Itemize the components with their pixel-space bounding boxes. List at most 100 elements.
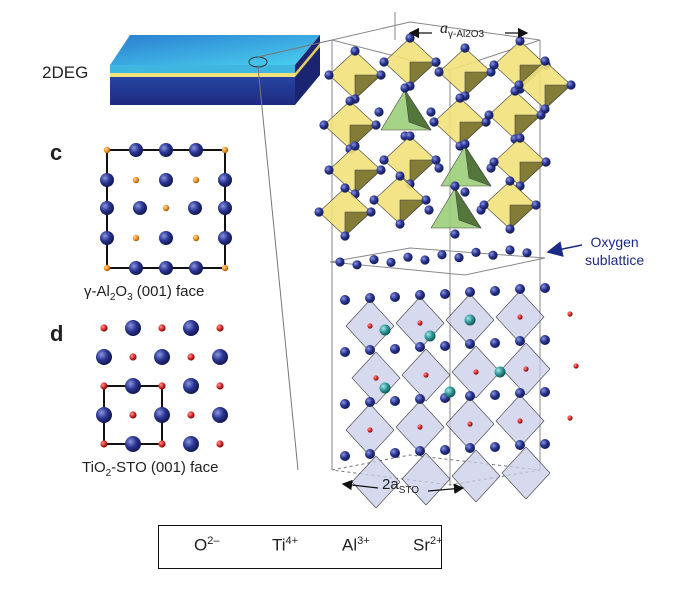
oxygen-ion	[100, 173, 114, 187]
bottom-dimension-arrow	[341, 479, 465, 494]
legend-titanium-label: Ti4+	[272, 535, 299, 555]
oxygen-ion	[96, 349, 112, 365]
ti-ion	[187, 411, 195, 419]
oxygen-ion	[390, 292, 400, 302]
oxygen-ion	[335, 257, 345, 267]
oxygen-sublattice-label: Oxygen sublattice	[585, 234, 645, 268]
ti-ion	[417, 320, 423, 326]
panel-d-lattice	[96, 320, 228, 452]
oxygen-ion	[540, 56, 550, 66]
oxygen-ion	[340, 183, 350, 193]
oxygen-ion	[159, 261, 173, 275]
oxygen-ion	[188, 201, 202, 215]
oxygen-ion	[540, 335, 550, 345]
oxygen-ion	[460, 43, 470, 53]
ti-ion	[367, 323, 373, 329]
al-octahedron-shade	[354, 169, 382, 195]
oxygen-ion	[465, 443, 475, 453]
sr-ion	[444, 386, 456, 398]
oxygen-ion	[540, 283, 550, 293]
sr-ion	[464, 314, 476, 326]
oxygen-ion	[340, 231, 350, 241]
oxygen-ion	[522, 248, 532, 258]
oxygen-ion	[365, 345, 375, 355]
oxygen-ion	[505, 224, 515, 234]
oxygen-ion	[125, 320, 141, 336]
oxygen-ion	[400, 83, 410, 93]
2deg-label: 2DEG	[42, 63, 89, 82]
ti-ion	[423, 372, 429, 378]
panel-c-letter: c	[50, 140, 63, 165]
oxygen-ion	[536, 110, 546, 120]
oxygen-ion	[340, 451, 350, 461]
ti-ion	[129, 411, 137, 419]
oxygen-ion	[515, 284, 525, 294]
oxygen-ion	[440, 445, 450, 455]
sto-perovskite-block	[340, 283, 579, 509]
oxygen-ion	[212, 407, 228, 423]
oxygen-ion	[471, 247, 481, 257]
oxygen-ion	[541, 157, 551, 167]
oxygen-ion	[429, 117, 439, 127]
oxygen-ion	[212, 349, 228, 365]
oxygen-ion	[379, 155, 389, 165]
oxygen-ion	[376, 70, 386, 80]
ti-ion	[567, 415, 573, 421]
oxygen-ion	[490, 286, 500, 296]
gamma-alumina-block	[314, 33, 576, 241]
oxygen-ion	[515, 133, 525, 143]
ti-ion	[373, 375, 379, 381]
oxygen-ion	[434, 67, 444, 77]
oxygen-ion	[420, 255, 430, 265]
oxygen-ion	[405, 33, 415, 43]
ti-ion	[417, 424, 423, 430]
al-octahedron-shade	[409, 159, 437, 185]
oxygen-ion	[386, 257, 396, 267]
panel-d-letter: d	[50, 321, 64, 346]
al-octahedron-shade	[464, 71, 492, 97]
oxygen-ion	[390, 396, 400, 406]
ti-ion	[187, 353, 195, 361]
oxygen-ion	[415, 446, 425, 456]
al-tetrahedron-shade	[454, 187, 482, 229]
oxygen-ion	[183, 320, 199, 336]
oxygen-ion	[540, 439, 550, 449]
oxygen-ion	[489, 60, 499, 70]
oxygen-ion	[159, 143, 173, 157]
frame-middle	[329, 247, 546, 276]
al-tetrahedron-shade	[464, 145, 492, 187]
oxygen-ion	[345, 96, 355, 106]
ti-ion	[158, 382, 166, 390]
oxygen-ion	[455, 93, 465, 103]
oxygen-ion	[154, 407, 170, 423]
ti-ion	[567, 311, 573, 317]
ti-ion	[129, 353, 137, 361]
bottom-dimension-label: 2aSTO	[382, 476, 420, 496]
legend	[158, 525, 442, 569]
oxygen-ion	[515, 388, 525, 398]
oxygen-ion	[403, 252, 413, 262]
al-ion	[132, 176, 140, 184]
oxygen-ion	[484, 110, 494, 120]
al-octahedron-shade	[509, 204, 537, 230]
oxygen-ion	[434, 163, 444, 173]
ti-ion	[216, 440, 224, 448]
top-dimension-label: aγ-Al2O3	[440, 20, 485, 41]
oxygen-ion	[479, 200, 489, 210]
oxygen-ion	[324, 165, 334, 175]
oxygen-ion	[488, 250, 498, 260]
oxygen-ion	[189, 261, 203, 275]
oxygen-sublattice-arrow	[546, 241, 583, 257]
ti-ion	[517, 314, 523, 320]
oxygen-ion	[431, 155, 441, 165]
oxygen-ion	[369, 255, 379, 265]
oxygen-ion	[515, 440, 525, 450]
oxygen-ion	[460, 187, 470, 197]
oxygen-ion	[465, 391, 475, 401]
oxygen-ion	[415, 290, 425, 300]
oxygen-ion	[431, 57, 441, 67]
panel-c-caption: γ-Al2O3 (001) face	[84, 283, 205, 303]
ti-ion	[100, 324, 108, 332]
ti-ion	[216, 324, 224, 332]
